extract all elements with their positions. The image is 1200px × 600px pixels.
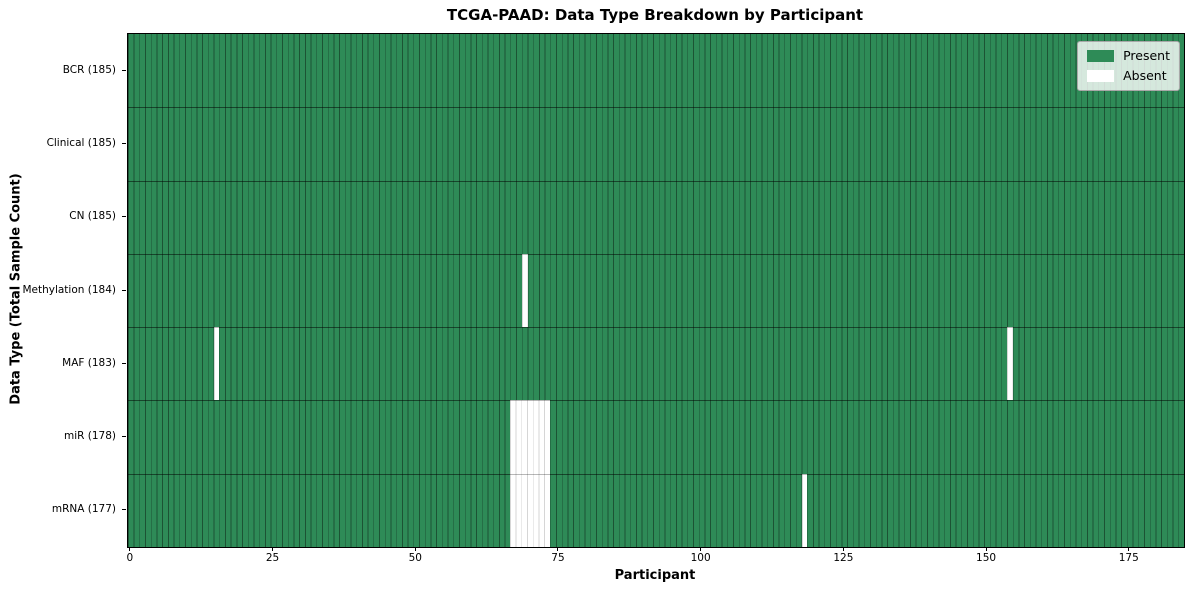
heatmap-row-mRNA: [128, 473, 1184, 547]
absent-cells-mRNA: [510, 473, 551, 547]
heatmap-row-CN: [128, 180, 1184, 254]
x-tick-label-50: 50: [408, 552, 422, 564]
x-tick-label-100: 100: [690, 552, 711, 564]
y-tick-label-MAF: MAF (183): [62, 356, 116, 369]
x-tick-mark: [700, 547, 702, 551]
y-tick-mark: [122, 509, 126, 510]
x-tick-label-75: 75: [551, 552, 565, 564]
legend-label-present: Present: [1123, 48, 1170, 63]
y-tick-mark: [122, 436, 126, 437]
y-tick-label-CN: CN (185): [69, 210, 116, 223]
x-tick-label-125: 125: [833, 552, 854, 564]
absent-cells-mRNA: [801, 473, 808, 547]
x-tick-label-150: 150: [976, 552, 997, 564]
absent-cells-Methylation: [521, 253, 528, 328]
x-tick-label-25: 25: [265, 552, 280, 564]
heatmap-row-MAF: [128, 327, 1184, 401]
x-tick-mark: [985, 547, 987, 551]
y-tick-mark: [122, 216, 126, 217]
legend-item-absent: Absent: [1087, 69, 1170, 83]
heatmap-plot: Present Absent: [127, 33, 1185, 548]
legend-label-absent: Absent: [1123, 68, 1167, 83]
present-swatch: [1087, 50, 1115, 62]
x-tick-mark: [557, 547, 559, 551]
x-tick-mark: [129, 547, 131, 551]
x-tick-mark: [272, 547, 274, 551]
y-tick-label-BCR: BCR (185): [62, 63, 116, 76]
legend: Present Absent: [1077, 41, 1180, 91]
x-tick-mark: [1128, 547, 1130, 551]
absent-cells-MAF: [213, 327, 220, 401]
x-tick-mark: [842, 547, 844, 551]
heatmap-row-Methylation: [128, 253, 1184, 328]
absent-cells-miR: [510, 400, 551, 474]
y-tick-label-miR: miR (178): [63, 430, 116, 443]
absent-cells-MAF: [1007, 327, 1013, 401]
absent-swatch: [1087, 70, 1115, 82]
heatmap-row-miR: [128, 400, 1184, 474]
y-tick-mark: [122, 70, 126, 71]
heatmap-row-Clinical: [128, 107, 1184, 181]
y-tick-mark: [122, 143, 126, 144]
heatmap-row-BCR: [128, 34, 1184, 108]
y-tick-label-Clinical: Clinical (185): [46, 136, 116, 149]
y-tick-mark: [122, 290, 126, 291]
y-tick-mark: [122, 363, 126, 364]
y-tick-label-mRNA: mRNA (177): [51, 503, 116, 516]
x-axis-label: Participant: [614, 568, 696, 583]
x-tick-label-0: 0: [126, 552, 134, 564]
y-tick-label-Methylation: Methylation (184): [22, 283, 116, 296]
chart-title: TCGA-PAAD: Data Type Breakdown by Partic…: [446, 6, 864, 24]
legend-item-present: Present: [1087, 49, 1170, 63]
x-tick-label-175: 175: [1118, 552, 1139, 564]
x-tick-mark: [414, 547, 416, 551]
